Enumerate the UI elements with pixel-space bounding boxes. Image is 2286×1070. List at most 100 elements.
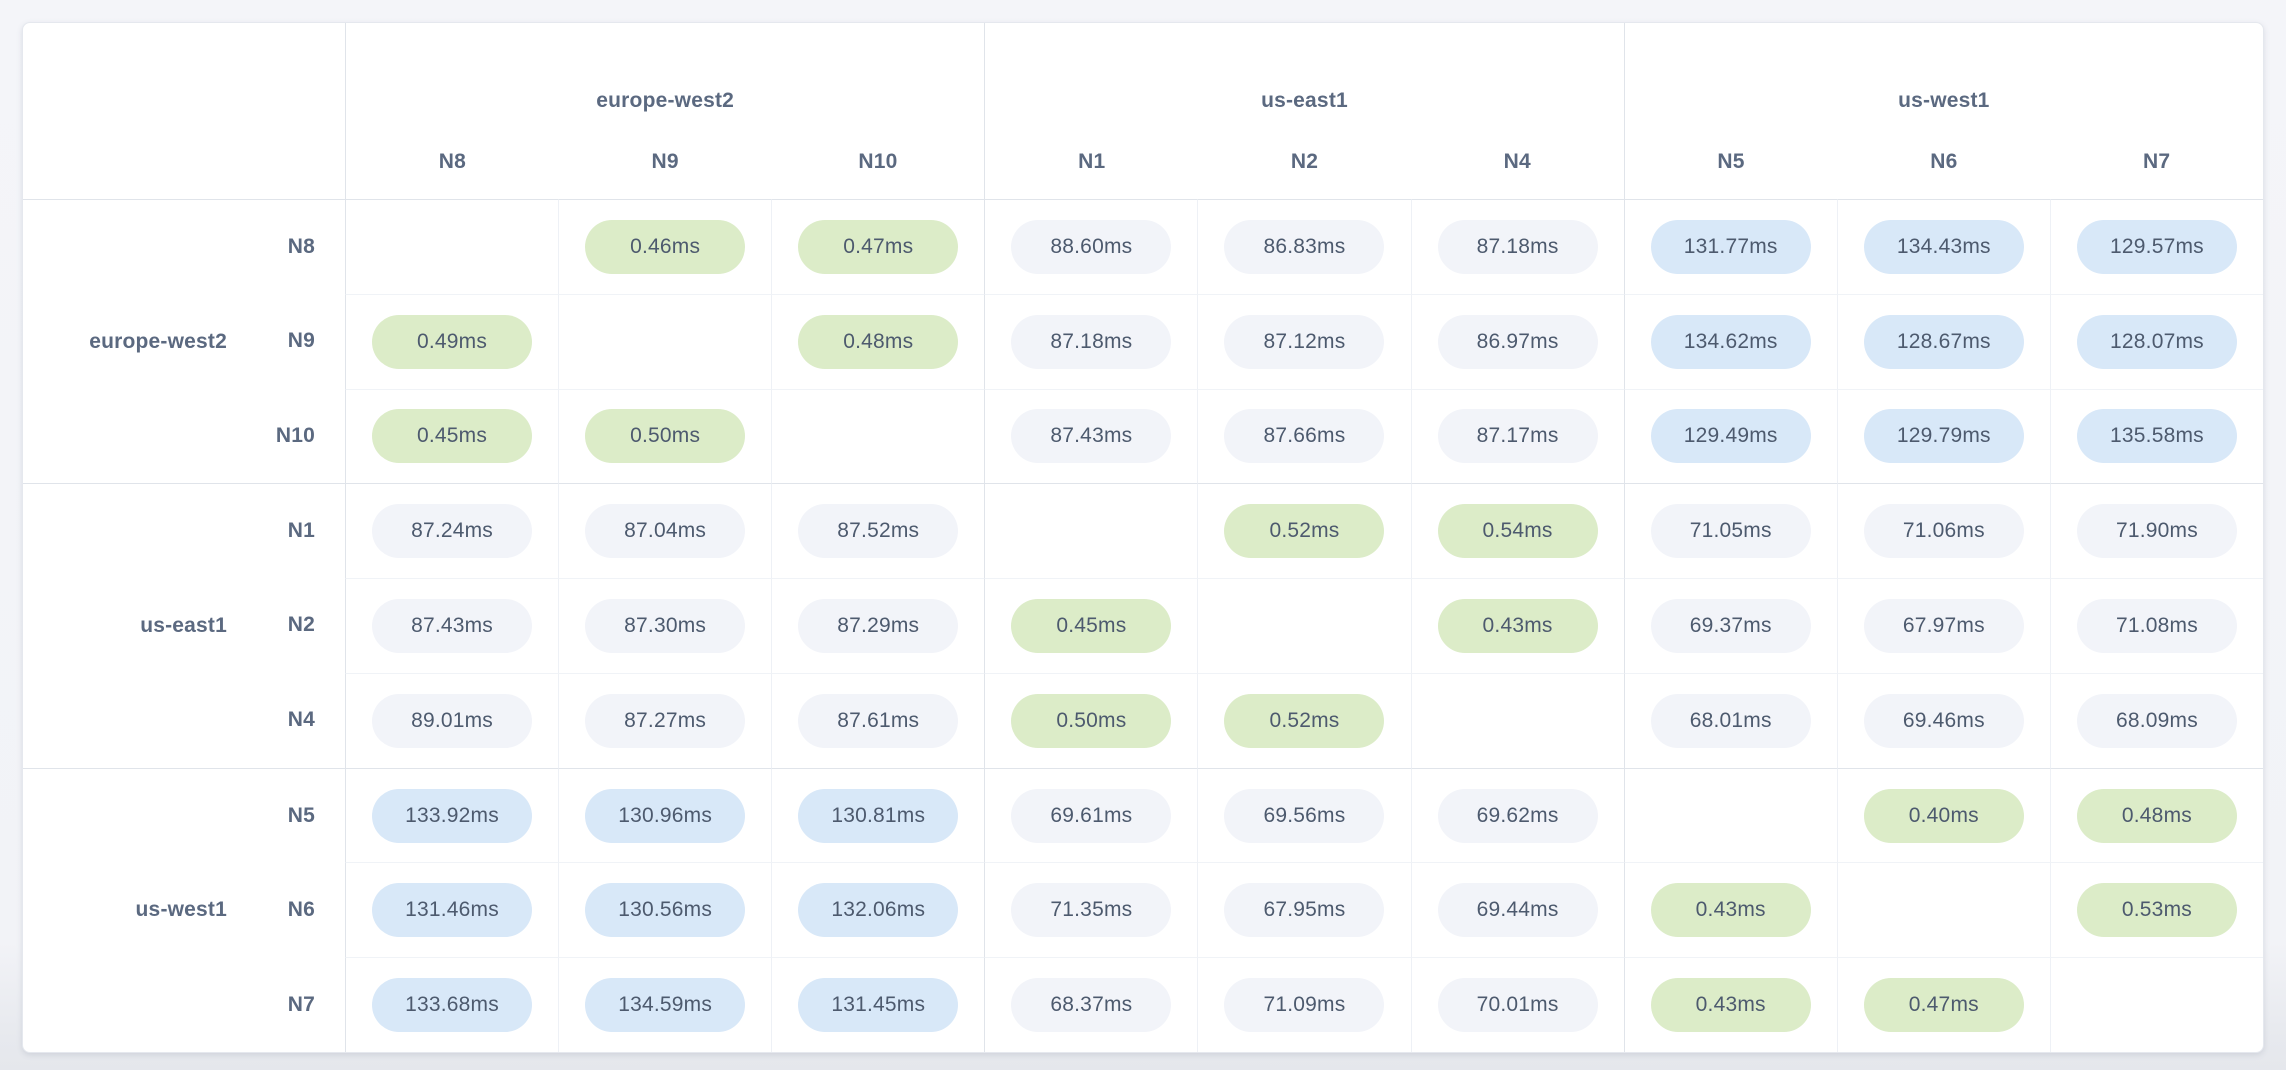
latency-cell: 69.62ms: [1410, 767, 1624, 863]
column-node-labels: N1 N2 N4: [985, 141, 1623, 183]
column-node-label: N10: [858, 150, 898, 173]
latency-cell: [1197, 578, 1411, 673]
latency-pill: 67.95ms: [1224, 883, 1385, 938]
row-node-label: N4: [287, 708, 315, 732]
row-node-label: N5: [233, 767, 345, 863]
latency-cell: 87.43ms: [345, 578, 559, 673]
latency-pill: 88.60ms: [1011, 219, 1172, 274]
latency-cell: 134.62ms: [1623, 293, 1837, 389]
latency-cell: 0.40ms: [1836, 767, 2050, 863]
column-group-header: europe-west2 N8 N9 N10: [345, 23, 984, 199]
latency-cell: 69.37ms: [1623, 578, 1837, 673]
latency-cell: 87.12ms: [1197, 293, 1411, 389]
latency-cell: [984, 483, 1198, 579]
latency-cell: 89.01ms: [345, 672, 559, 768]
latency-cell: 0.50ms: [558, 388, 772, 484]
latency-cell: 87.43ms: [984, 388, 1198, 484]
latency-cell: 69.46ms: [1836, 672, 2050, 768]
latency-pill: 0.49ms: [372, 314, 533, 369]
latency-pill: 135.58ms: [2076, 409, 2237, 464]
latency-pill: 87.61ms: [798, 693, 959, 748]
row-node-label: N1: [233, 483, 345, 578]
latency-matrix: europe-west2 N8 N9 N10 us-east1 N1 N2 N4 us-west…: [23, 23, 2263, 1052]
latency-pill: 68.09ms: [2076, 693, 2237, 748]
latency-cell: 87.52ms: [771, 483, 985, 579]
latency-cell: 68.09ms: [2049, 672, 2263, 768]
latency-cell: 68.01ms: [1623, 672, 1837, 768]
latency-cell: 130.96ms: [558, 767, 772, 863]
latency-cell: 69.56ms: [1197, 767, 1411, 863]
latency-cell: 0.52ms: [1197, 483, 1411, 579]
latency-pill: 134.59ms: [585, 978, 746, 1033]
latency-cell: 67.97ms: [1836, 578, 2050, 673]
latency-cell: 71.09ms: [1197, 957, 1411, 1052]
column-region-label: us-west1: [1898, 89, 1990, 112]
row-region-label: us-west1: [23, 767, 233, 1052]
latency-cell: 71.08ms: [2049, 578, 2263, 673]
latency-cell: 69.44ms: [1410, 862, 1624, 958]
latency-pill: 133.68ms: [372, 978, 533, 1033]
latency-cell: 0.43ms: [1410, 578, 1624, 673]
latency-cell: 67.95ms: [1197, 862, 1411, 958]
latency-pill: 0.53ms: [2076, 883, 2237, 938]
latency-pill: 0.46ms: [585, 219, 746, 274]
latency-cell: 70.01ms: [1410, 957, 1624, 1052]
latency-pill: 87.24ms: [372, 504, 533, 559]
latency-pill: 86.83ms: [1224, 219, 1385, 274]
latency-cell: 129.49ms: [1623, 388, 1837, 484]
latency-cell: 88.60ms: [984, 199, 1198, 294]
latency-pill: 70.01ms: [1437, 978, 1598, 1033]
latency-pill: 71.06ms: [1863, 504, 2024, 559]
latency-cell: 0.43ms: [1623, 957, 1837, 1052]
latency-cell: 69.61ms: [984, 767, 1198, 863]
latency-pill: 134.43ms: [1863, 219, 2024, 274]
latency-pill: 69.61ms: [1011, 788, 1172, 843]
column-node-labels: N5 N6 N7: [1625, 141, 2263, 183]
latency-cell: 87.04ms: [558, 483, 772, 579]
latency-pill: 69.56ms: [1224, 788, 1385, 843]
row-region-label: us-east1: [23, 483, 233, 767]
row-region-label: europe-west2: [23, 199, 233, 483]
latency-cell: 134.59ms: [558, 957, 772, 1052]
row-node-label: N8: [233, 199, 345, 294]
latency-pill: 0.48ms: [798, 314, 959, 369]
latency-cell: 87.27ms: [558, 672, 772, 768]
row-node-label: N2: [287, 613, 315, 637]
latency-cell: 128.67ms: [1836, 293, 2050, 389]
latency-pill: 129.79ms: [1863, 409, 2024, 464]
latency-pill: 132.06ms: [798, 883, 959, 938]
latency-cell: 129.79ms: [1836, 388, 2050, 484]
latency-pill: 87.66ms: [1224, 409, 1385, 464]
column-node-label: N9: [651, 150, 679, 173]
column-node-label: N8: [438, 150, 467, 173]
latency-cell: 71.35ms: [984, 862, 1198, 958]
latency-pill: 87.29ms: [798, 598, 959, 653]
latency-cell: 68.37ms: [984, 957, 1198, 1052]
latency-pill: 87.30ms: [585, 598, 746, 653]
latency-pill: 130.96ms: [585, 788, 746, 843]
latency-cell: 133.92ms: [345, 767, 559, 863]
latency-cell: 87.30ms: [558, 578, 772, 673]
latency-pill: 0.50ms: [585, 409, 746, 464]
latency-cell: [771, 388, 985, 484]
latency-pill: 0.45ms: [372, 409, 533, 464]
row-node-label: N9: [287, 329, 315, 353]
latency-pill: 87.27ms: [585, 693, 746, 748]
latency-cell: 87.18ms: [1410, 199, 1624, 294]
latency-pill: 68.01ms: [1650, 693, 1811, 748]
latency-cell: 0.49ms: [345, 293, 559, 389]
latency-pill: 129.57ms: [2076, 219, 2237, 274]
latency-pill: 87.43ms: [372, 598, 533, 653]
latency-cell: 71.90ms: [2049, 483, 2263, 579]
row-node-label: N10: [275, 423, 315, 447]
latency-pill: 67.97ms: [1863, 598, 2024, 653]
latency-cell: 87.24ms: [345, 483, 559, 579]
latency-pill: 0.48ms: [2076, 788, 2237, 843]
latency-cell: 71.06ms: [1836, 483, 2050, 579]
latency-cell: 71.05ms: [1623, 483, 1837, 579]
latency-pill: 0.45ms: [1011, 598, 1172, 653]
column-region-label: us-east1: [1261, 89, 1348, 112]
latency-pill: 71.35ms: [1011, 883, 1172, 938]
latency-cell: 132.06ms: [771, 862, 985, 958]
latency-pill: 71.05ms: [1650, 504, 1811, 559]
